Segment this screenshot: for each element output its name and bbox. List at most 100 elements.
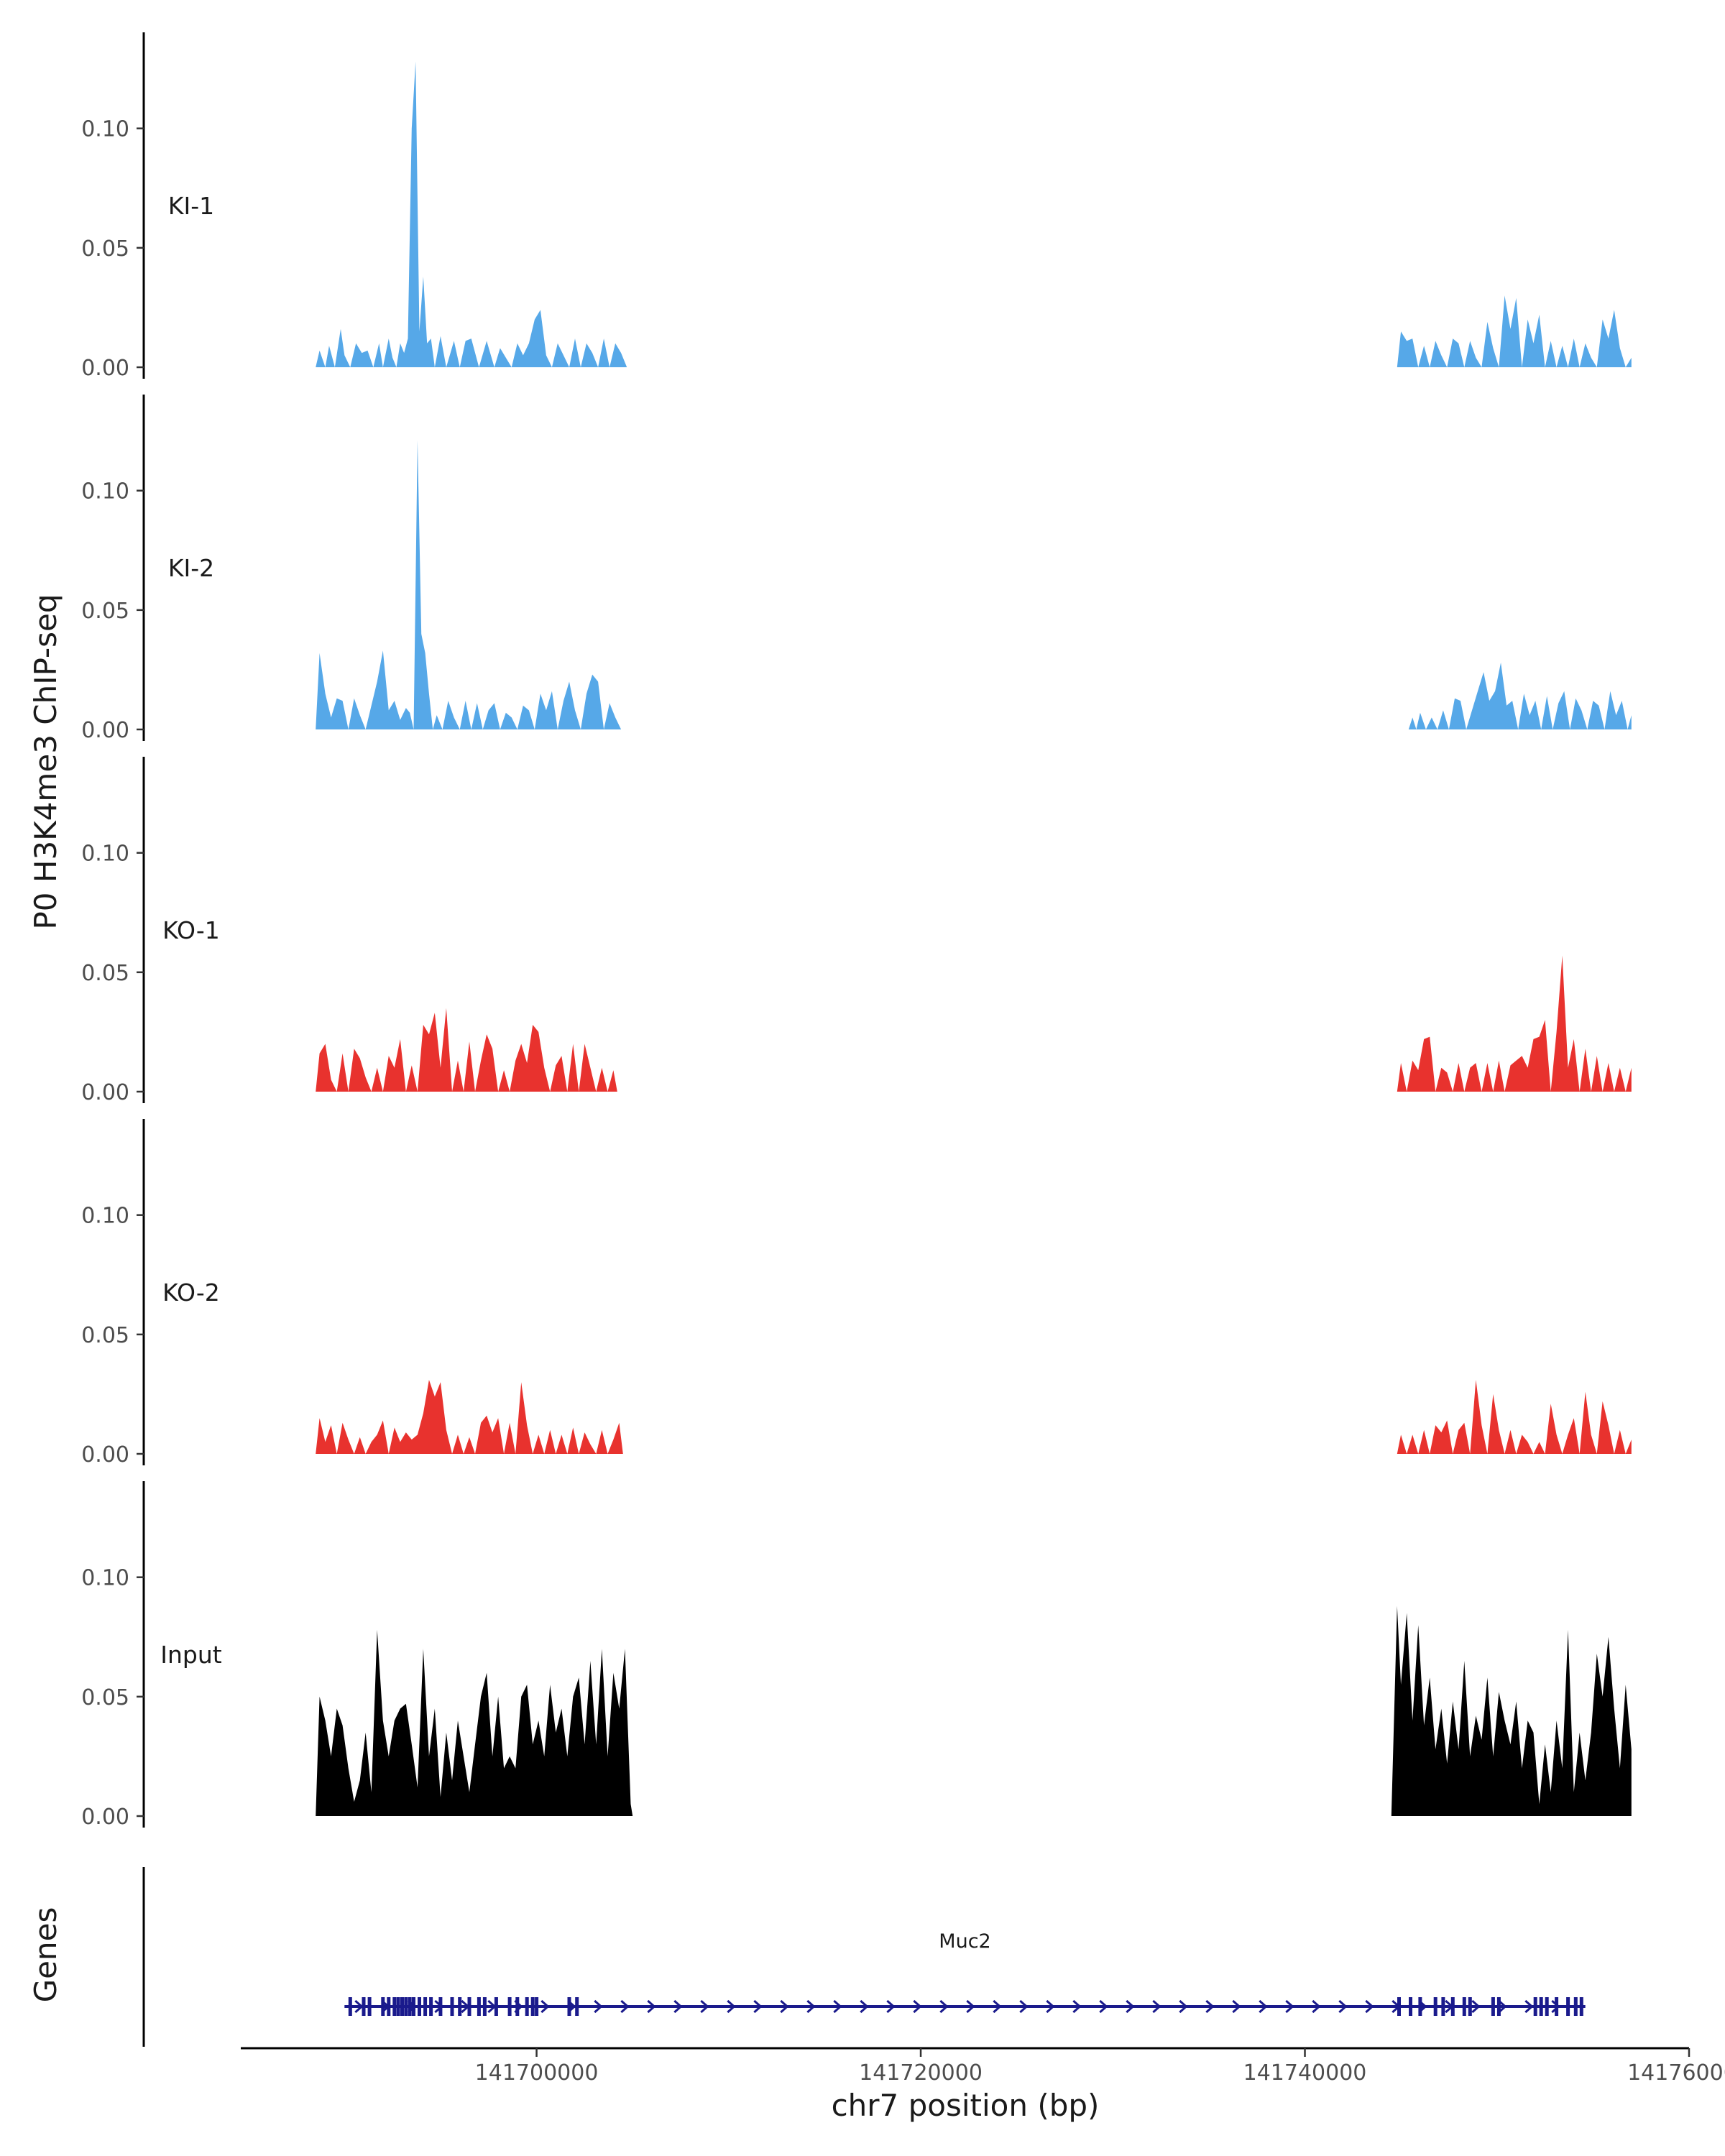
y-tick-label: 0.10	[81, 479, 129, 505]
track-input: 0.00 0.05 0.10 Input	[81, 1481, 1632, 1830]
exon-block	[1450, 1997, 1455, 2016]
exon-block	[348, 1997, 352, 2016]
exon-block	[423, 1997, 428, 2016]
y-tick-label: 0.10	[81, 842, 129, 867]
exon-block	[535, 1997, 539, 2016]
coverage-tracks: 0.00 0.05 0.10 KI-1 0.00 0.05 0.10 KI-2 0.00 0.05…	[81, 32, 1632, 1830]
exon-block	[1573, 1997, 1578, 2016]
strand-arrow	[354, 1999, 364, 2014]
exon-block	[1545, 1997, 1549, 2016]
exon-block	[418, 1997, 421, 2016]
strand-arrow	[540, 1999, 550, 2014]
strand-arrow	[1019, 1999, 1029, 2014]
coverage-area	[1397, 1380, 1632, 1454]
track-label: Input	[160, 1641, 222, 1669]
exon-block	[412, 1997, 415, 2016]
strand-arrow	[1338, 1999, 1348, 2014]
exon-block	[1397, 1997, 1401, 2016]
exon-block	[1555, 1997, 1559, 2016]
track-label: KO-1	[162, 916, 220, 944]
exon-block	[1433, 1997, 1438, 2016]
exon-block	[1409, 1997, 1412, 2016]
coverage-area	[1397, 295, 1632, 367]
exon-block	[1539, 1997, 1543, 2016]
strand-arrow	[1126, 1999, 1135, 2014]
y-tick-label: 0.00	[81, 1442, 129, 1468]
exon-block	[381, 1997, 385, 2016]
strand-arrow	[620, 1999, 630, 2014]
x-tick-label: 141740000	[1243, 2060, 1367, 2086]
exon-block	[429, 1997, 433, 2016]
y-tick-label: 0.05	[81, 599, 129, 624]
exon-block	[438, 1997, 443, 2016]
track-label: KI-2	[168, 554, 214, 582]
exon-block	[515, 1997, 520, 2016]
coverage-area	[1408, 663, 1632, 729]
strand-arrow	[700, 1999, 709, 2014]
exon-block	[367, 1997, 372, 2016]
coverage-area	[316, 1629, 633, 1816]
exon-block	[408, 1997, 412, 2016]
strand-arrow	[1152, 1999, 1162, 2014]
y-tick-label: 0.10	[81, 1204, 129, 1229]
strand-arrow	[1498, 1999, 1507, 2014]
strand-arrow	[806, 1999, 816, 2014]
strand-arrow	[993, 1999, 1002, 2014]
exon-block	[387, 1997, 391, 2016]
exon-block	[1579, 1997, 1583, 2016]
exon-block	[1566, 1997, 1570, 2016]
x-axis: 141700000 141720000 141740000 141760000	[241, 2047, 1725, 2086]
y-tick-label: 0.10	[81, 1566, 129, 1591]
exon-block	[507, 1997, 512, 2016]
y-axis-title: P0 H3K4me3 ChIP-seq	[28, 594, 63, 929]
track-ko-1: 0.00 0.05 0.10 KO-1	[81, 757, 1632, 1105]
strand-arrow	[939, 1999, 949, 2014]
exon-block	[1418, 1997, 1422, 2016]
exon-block	[477, 1997, 481, 2016]
strand-arrow	[860, 1999, 869, 2014]
exons	[348, 1997, 1583, 2016]
coverage-area	[316, 1008, 617, 1092]
exon-block	[404, 1997, 408, 2016]
strand-arrow	[1205, 1999, 1215, 2014]
exon-block	[458, 1997, 462, 2016]
strand-arrow	[753, 1999, 763, 2014]
exon-block	[362, 1997, 366, 2016]
track-label: KO-2	[162, 1279, 220, 1307]
exon-block	[1533, 1997, 1537, 2016]
y-tick-label: 0.00	[81, 1805, 129, 1830]
strand-arrow	[1551, 1999, 1560, 2014]
track-ki-2: 0.00 0.05 0.10 KI-2	[81, 395, 1632, 743]
strand-arrow	[780, 1999, 789, 2014]
strand-arrow	[1259, 1999, 1268, 2014]
genes-panel-label: Genes	[28, 1907, 63, 2003]
y-tick-label: 0.05	[81, 236, 129, 262]
y-tick-label: 0.05	[81, 1685, 129, 1710]
exon-block	[525, 1997, 529, 2016]
y-tick-label: 0.10	[81, 117, 129, 142]
strand-arrow	[1046, 1999, 1055, 2014]
exon-block	[494, 1997, 498, 2016]
strand-arrow	[647, 1999, 656, 2014]
strand-arrow	[913, 1999, 922, 2014]
coverage-area	[316, 1380, 623, 1454]
exon-block	[450, 1997, 454, 2016]
gene-name-label: Muc2	[939, 1930, 990, 1953]
strand-arrow	[1179, 1999, 1188, 2014]
x-tick-label: 141720000	[859, 2060, 983, 2086]
y-tick-label: 0.00	[81, 1080, 129, 1105]
x-axis-title: chr7 position (bp)	[832, 2088, 1100, 2123]
strand-arrow	[1312, 1999, 1321, 2014]
exon-block	[400, 1997, 404, 2016]
strand-arrow	[966, 1999, 975, 2014]
exon-block	[396, 1997, 400, 2016]
strand-arrow	[673, 1999, 683, 2014]
coverage-area	[1397, 955, 1632, 1092]
exon-block	[1496, 1997, 1501, 2016]
strand-arrow	[594, 1999, 603, 2014]
strand-arrow	[1099, 1999, 1108, 2014]
strand-arrow	[1072, 1999, 1082, 2014]
x-tick-label: 141700000	[475, 2060, 599, 2086]
strand-arrow	[833, 1999, 842, 2014]
